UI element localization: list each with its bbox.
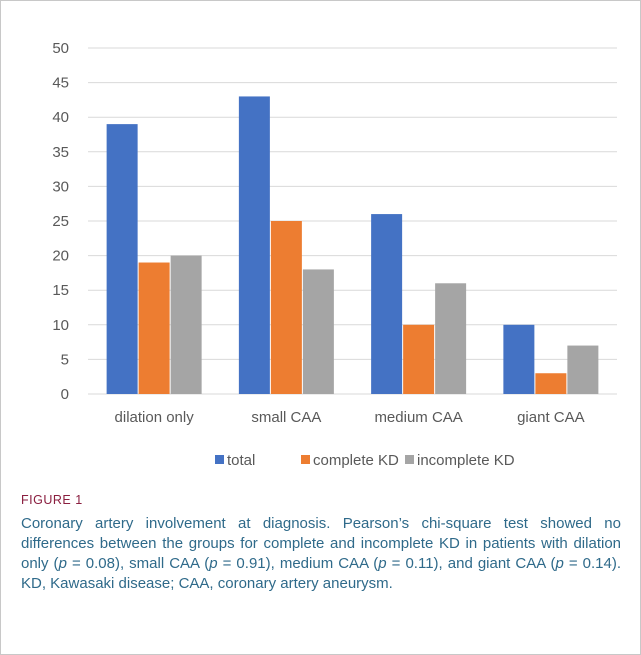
y-tick-label: 40 (52, 109, 69, 126)
y-tick-label: 50 (52, 40, 69, 57)
x-tick-labels: dilation only small CAA medium CAA giant CA… (115, 409, 585, 426)
legend-label: complete KD (313, 452, 399, 469)
y-tick-label: 10 (52, 317, 69, 334)
caption-p-symbol: p (555, 555, 564, 572)
x-tick-label: medium CAA (374, 409, 462, 426)
figure-caption: Coronary artery involvement at diagnosis… (21, 514, 621, 594)
bar (138, 262, 170, 394)
bar (302, 269, 334, 394)
bar (106, 124, 138, 395)
y-tick-label: 0 (61, 386, 69, 403)
bar (270, 221, 302, 394)
bar (435, 283, 467, 394)
legend: total complete KD incomplete KD (215, 452, 515, 469)
caption-part: = 0.11), and giant CAA ( (386, 555, 556, 572)
x-tick-label: small CAA (251, 409, 321, 426)
bar (503, 324, 535, 394)
caption-part: = 0.14). KD, Kawasaki disease; CAA, coro… (21, 555, 621, 592)
bar (238, 96, 270, 394)
x-tick-label: dilation only (115, 409, 195, 426)
legend-label: incomplete KD (417, 452, 515, 469)
caption-part: = 0.91), medium CAA ( (217, 555, 379, 572)
y-tick-label: 35 (52, 144, 69, 161)
legend-label: total (227, 452, 255, 469)
bar-chart: 0 5 10 15 20 25 30 35 40 45 50 dilation only small … (52, 40, 617, 469)
figure-label: FIGURE 1 (21, 493, 83, 507)
y-tick-label: 20 (52, 248, 69, 265)
legend-swatch (405, 455, 414, 464)
caption-p-symbol: p (378, 555, 387, 572)
bar (535, 373, 567, 394)
legend-swatch (301, 455, 310, 464)
caption-p-symbol: p (209, 555, 218, 572)
caption-p-symbol: p (58, 555, 67, 572)
bar (403, 324, 435, 394)
y-tick-labels: 0 5 10 15 20 25 30 35 40 45 50 (52, 40, 69, 403)
y-tick-label: 45 (52, 75, 69, 92)
bar (371, 214, 403, 394)
x-tick-label: giant CAA (517, 409, 585, 426)
caption-part: = 0.08), small CAA ( (66, 555, 210, 572)
y-tick-label: 5 (61, 351, 69, 368)
legend-swatch (215, 455, 224, 464)
bar (170, 255, 202, 394)
bar (567, 345, 599, 394)
caption-part: Coronary artery involvement at diagnosis… (21, 515, 621, 572)
y-tick-label: 15 (52, 282, 69, 299)
y-tick-label: 25 (52, 213, 69, 230)
y-tick-label: 30 (52, 178, 69, 195)
bars (106, 96, 599, 395)
